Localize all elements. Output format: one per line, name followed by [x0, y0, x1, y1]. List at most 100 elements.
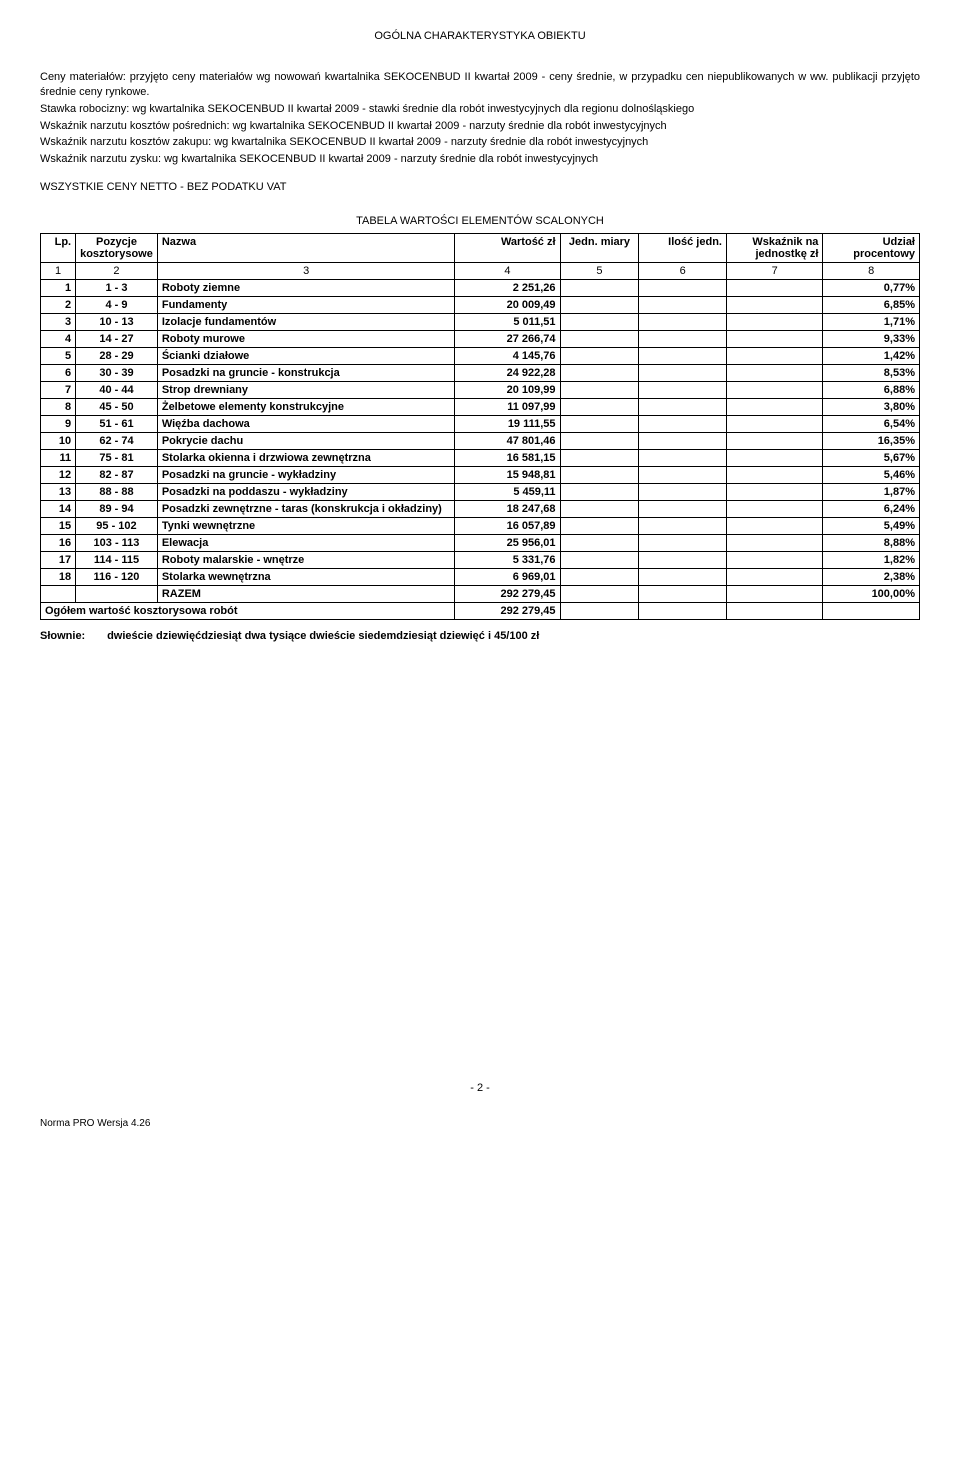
numrow-1: 1	[41, 263, 76, 280]
cell-jedn	[560, 331, 639, 348]
numrow-8: 8	[823, 263, 920, 280]
intro-p3: Wskaźnik narzutu kosztów pośrednich: wg …	[40, 119, 920, 134]
cell-udz: 8,53%	[823, 365, 920, 382]
table-row: 17114 - 115Roboty malarskie - wnętrze5 3…	[41, 552, 920, 569]
cell-poz: 82 - 87	[76, 467, 158, 484]
table-row: 16103 - 113Elewacja25 956,018,88%	[41, 535, 920, 552]
cell-ilosc	[639, 467, 727, 484]
cell-udz: 2,38%	[823, 569, 920, 586]
cell-jedn	[560, 433, 639, 450]
table-row: 11 - 3Roboty ziemne2 251,260,77%	[41, 280, 920, 297]
cell-udz: 5,67%	[823, 450, 920, 467]
cell-ilosc	[639, 484, 727, 501]
cell-nazwa: Więźba dachowa	[157, 416, 455, 433]
cell-lp: 14	[41, 501, 76, 518]
ogolem-row: Ogółem wartość kosztorysowa robót 292 27…	[41, 603, 920, 620]
col-nazwa: Nazwa	[157, 234, 455, 263]
table-row: 1282 - 87Posadzki na gruncie - wykładzin…	[41, 467, 920, 484]
cell-jedn	[560, 365, 639, 382]
cell-poz: 51 - 61	[76, 416, 158, 433]
cell-poz: 114 - 115	[76, 552, 158, 569]
cell-ilosc	[639, 450, 727, 467]
cell-lp: 4	[41, 331, 76, 348]
cell-wart: 47 801,46	[455, 433, 560, 450]
table-row: 1062 - 74Pokrycie dachu47 801,4616,35%	[41, 433, 920, 450]
ogolem-wart: 292 279,45	[455, 603, 560, 620]
cell-wart: 18 247,68	[455, 501, 560, 518]
table-row: 310 - 13Izolacje fundamentów5 011,511,71…	[41, 314, 920, 331]
slownie-line: Słownie: dwieście dziewięćdziesiąt dwa t…	[40, 630, 920, 642]
cell-wsk	[726, 280, 822, 297]
cell-ilosc	[639, 433, 727, 450]
table-numrow: 1 2 3 4 5 6 7 8	[41, 263, 920, 280]
cell-jedn	[560, 552, 639, 569]
cell-poz: 45 - 50	[76, 399, 158, 416]
cell-poz: 88 - 88	[76, 484, 158, 501]
cell-ilosc	[639, 399, 727, 416]
numrow-5: 5	[560, 263, 639, 280]
ogolem-label: Ogółem wartość kosztorysowa robót	[41, 603, 455, 620]
numrow-7: 7	[726, 263, 822, 280]
cell-udz: 6,85%	[823, 297, 920, 314]
razem-row: RAZEM 292 279,45 100,00%	[41, 586, 920, 603]
cell-jedn	[560, 416, 639, 433]
cell-poz: 95 - 102	[76, 518, 158, 535]
table-row: 845 - 50Żelbetowe elementy konstrukcyjne…	[41, 399, 920, 416]
cell-nazwa: Strop drewniany	[157, 382, 455, 399]
table-row: 1595 - 102Tynki wewnętrzne16 057,895,49%	[41, 518, 920, 535]
cell-jedn	[560, 348, 639, 365]
cell-wsk	[726, 518, 822, 535]
intro-p2: Stawka robocizny: wg kwartalnika SEKOCEN…	[40, 102, 920, 117]
cell-udz: 1,82%	[823, 552, 920, 569]
cell-poz: 89 - 94	[76, 501, 158, 518]
cell-jedn	[560, 314, 639, 331]
cell-wart: 27 266,74	[455, 331, 560, 348]
table-row: 1489 - 94Posadzki zewnętrzne - taras (ko…	[41, 501, 920, 518]
cell-wart: 5 459,11	[455, 484, 560, 501]
page-number: - 2 -	[40, 1082, 920, 1094]
cell-ilosc	[639, 501, 727, 518]
cell-jedn	[560, 280, 639, 297]
cell-ilosc	[639, 348, 727, 365]
cell-udz: 5,49%	[823, 518, 920, 535]
cell-nazwa: Tynki wewnętrzne	[157, 518, 455, 535]
cell-jedn	[560, 297, 639, 314]
cell-lp: 17	[41, 552, 76, 569]
col-ilosc: Ilość jedn.	[639, 234, 727, 263]
norma-version: Norma PRO Wersja 4.26	[40, 1118, 920, 1129]
cell-udz: 6,24%	[823, 501, 920, 518]
cell-wart: 11 097,99	[455, 399, 560, 416]
cell-udz: 9,33%	[823, 331, 920, 348]
cell-udz: 1,87%	[823, 484, 920, 501]
cell-ilosc	[639, 569, 727, 586]
cell-wart: 20 009,49	[455, 297, 560, 314]
cell-wart: 25 956,01	[455, 535, 560, 552]
cell-wsk	[726, 569, 822, 586]
cell-wsk	[726, 501, 822, 518]
cell-udz: 16,35%	[823, 433, 920, 450]
cell-udz: 6,54%	[823, 416, 920, 433]
table-row: 1388 - 88Posadzki na poddaszu - wykładzi…	[41, 484, 920, 501]
cell-lp: 18	[41, 569, 76, 586]
table-row: 740 - 44Strop drewniany20 109,996,88%	[41, 382, 920, 399]
table-header-row: Lp. Pozycje kosztorysowe Nazwa Wartość z…	[41, 234, 920, 263]
cell-nazwa: Pokrycie dachu	[157, 433, 455, 450]
cell-jedn	[560, 518, 639, 535]
cell-poz: 40 - 44	[76, 382, 158, 399]
numrow-6: 6	[639, 263, 727, 280]
cell-poz: 30 - 39	[76, 365, 158, 382]
cell-wsk	[726, 297, 822, 314]
cell-wsk	[726, 467, 822, 484]
table-row: 18116 - 120Stolarka wewnętrzna6 969,012,…	[41, 569, 920, 586]
cell-lp: 16	[41, 535, 76, 552]
cell-nazwa: Roboty murowe	[157, 331, 455, 348]
cell-lp: 5	[41, 348, 76, 365]
numrow-2: 2	[76, 263, 158, 280]
table-row: 414 - 27Roboty murowe27 266,749,33%	[41, 331, 920, 348]
razem-udz: 100,00%	[823, 586, 920, 603]
cell-wsk	[726, 484, 822, 501]
cell-ilosc	[639, 382, 727, 399]
cell-poz: 75 - 81	[76, 450, 158, 467]
col-poz: Pozycje kosztorysowe	[76, 234, 158, 263]
cell-wsk	[726, 314, 822, 331]
